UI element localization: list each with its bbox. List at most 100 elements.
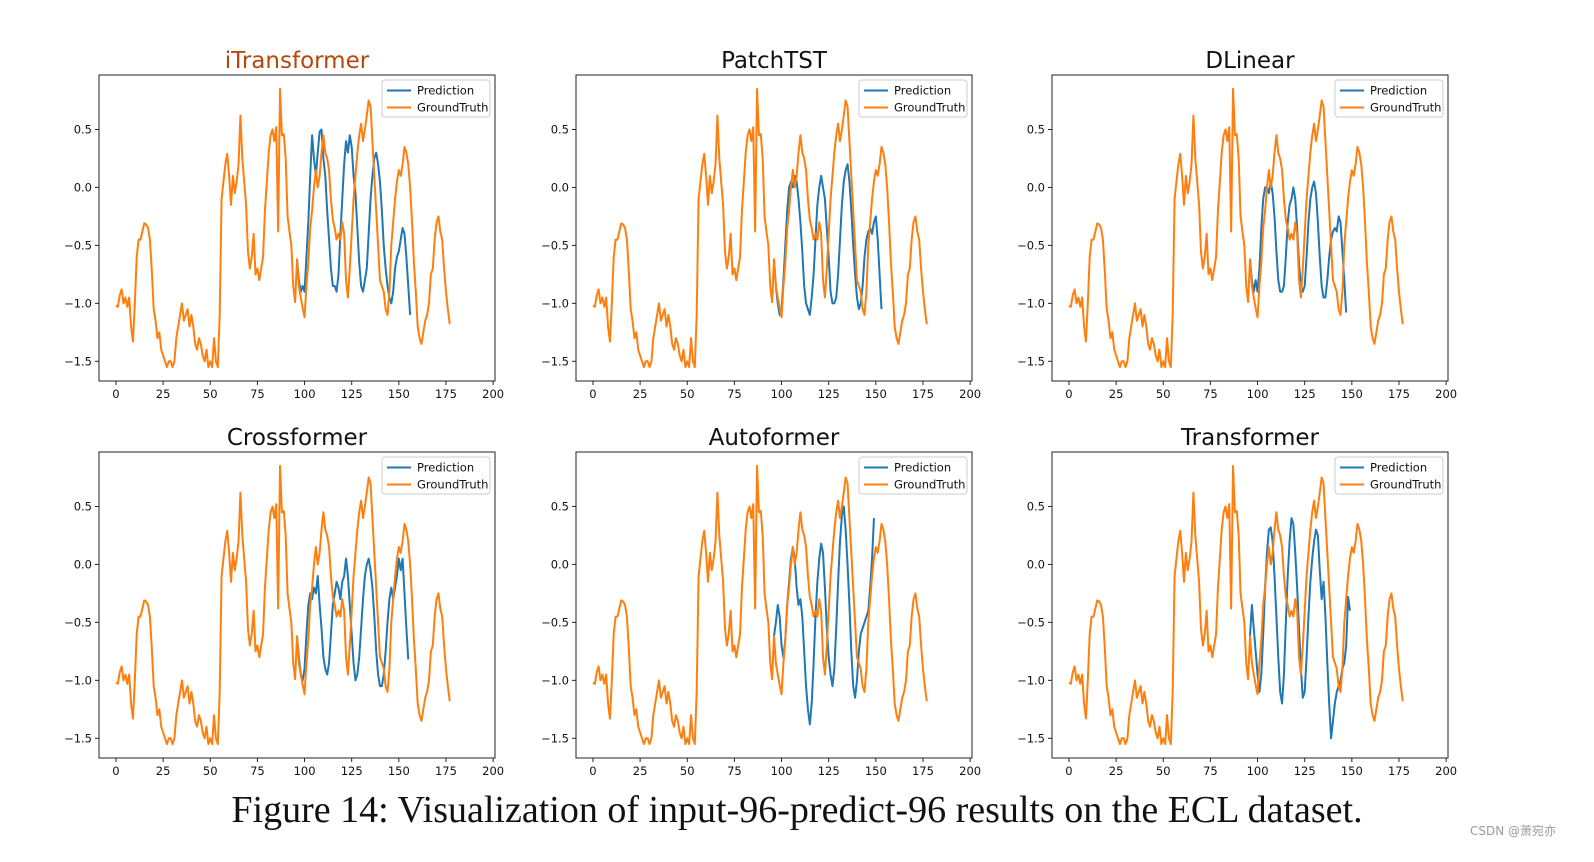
series-ground-truth [115,87,451,369]
legend-label-ground-truth: GroundTruth [1370,478,1441,492]
x-tick-label: 0 [589,764,596,778]
x-tick-label: 200 [482,387,504,401]
y-tick-label: −1.5 [541,354,569,368]
legend-label-prediction: Prediction [417,461,474,475]
axes-frame [1051,451,1449,759]
x-tick-label: 175 [1388,764,1410,778]
y-tick-label: 0.0 [1027,180,1045,194]
legend-label-ground-truth: GroundTruth [1370,101,1441,115]
x-tick-label: 100 [1247,387,1269,401]
x-tick-label: 50 [1156,387,1171,401]
axes-frame [98,451,496,759]
x-tick-label: 175 [435,387,457,401]
series-ground-truth [115,464,451,746]
x-tick-label: 175 [912,387,934,401]
x-tick-label: 0 [589,387,596,401]
y-tick-label: 0.0 [1027,557,1045,571]
x-tick-label: 100 [294,764,316,778]
legend-label-ground-truth: GroundTruth [894,101,965,115]
chart-title: iTransformer [225,48,370,74]
x-tick-label: 200 [1435,764,1457,778]
legend-label-ground-truth: GroundTruth [417,478,488,492]
x-tick-label: 150 [388,387,410,401]
x-tick-label: 125 [341,764,363,778]
chart-panel-1: iTransformer 0 25 50 75 100 125 150 175 200 0.5 0.0… [64,48,504,401]
y-tick-label: 0.5 [1027,122,1045,136]
x-tick-label: 75 [1203,387,1218,401]
y-tick-label: −0.5 [541,238,569,252]
y-tick-label: 0.5 [551,499,569,513]
x-tick-label: 200 [959,387,981,401]
x-tick-label: 100 [771,387,793,401]
x-tick-label: 50 [203,387,218,401]
y-tick-label: 0.5 [1027,499,1045,513]
x-tick-label: 125 [341,387,363,401]
axes-frame [575,451,973,759]
x-tick-label: 25 [1109,387,1124,401]
chart-title: Crossformer [227,425,368,451]
x-tick-label: 25 [633,764,648,778]
x-tick-label: 75 [727,387,742,401]
legend: Prediction GroundTruth [858,79,968,118]
chart-panel-5: Autoformer 0 25 50 75 100 125 150 175 200 0.5 0.0 −0… [541,425,981,778]
x-tick-label: 150 [1341,764,1363,778]
watermark: CSDN @萧宛亦 [1469,824,1556,838]
y-tick-label: −1.0 [1017,673,1045,687]
x-tick-label: 25 [633,387,648,401]
axes-frame [575,74,973,382]
x-tick-label: 50 [680,764,695,778]
x-tick-label: 150 [1341,387,1363,401]
x-tick-label: 0 [1065,387,1072,401]
y-tick-label: 0.5 [551,122,569,136]
legend: Prediction GroundTruth [1334,79,1444,118]
x-tick-label: 75 [250,764,265,778]
y-tick-label: −1.0 [64,673,92,687]
y-tick-label: 0.0 [74,180,92,194]
x-tick-label: 0 [112,764,119,778]
legend-label-prediction: Prediction [417,84,474,98]
y-tick-label: −1.0 [1017,296,1045,310]
x-tick-label: 25 [156,387,171,401]
x-tick-label: 75 [1203,764,1218,778]
chart-panel-6: Transformer 0 25 50 75 100 125 150 175 200 0.5 0.0 −… [1017,425,1457,778]
y-tick-label: −1.5 [64,354,92,368]
y-tick-label: 0.0 [551,557,569,571]
x-tick-label: 0 [112,387,119,401]
series-ground-truth [592,464,928,746]
x-tick-label: 100 [1247,764,1269,778]
x-tick-label: 150 [388,764,410,778]
x-tick-label: 50 [203,764,218,778]
y-tick-label: −1.0 [64,296,92,310]
x-tick-label: 125 [1294,387,1316,401]
y-tick-label: −0.5 [1017,238,1045,252]
x-tick-label: 75 [727,764,742,778]
legend-label-ground-truth: GroundTruth [894,478,965,492]
axes-frame [1051,74,1449,382]
x-tick-label: 200 [959,764,981,778]
y-tick-label: −1.0 [541,296,569,310]
legend: Prediction GroundTruth [858,456,968,495]
x-tick-label: 75 [250,387,265,401]
chart-panel-4: Crossformer 0 25 50 75 100 125 150 175 200 0.5 0.0 −… [64,425,504,778]
series-prediction [773,505,875,726]
x-tick-label: 25 [1109,764,1124,778]
y-tick-label: 0.5 [74,499,92,513]
legend-label-prediction: Prediction [894,84,951,98]
chart-title: PatchTST [721,48,828,74]
y-tick-label: −0.5 [64,615,92,629]
x-tick-label: 175 [912,764,934,778]
x-tick-label: 125 [818,764,840,778]
legend-label-prediction: Prediction [894,461,951,475]
y-tick-label: −1.5 [1017,731,1045,745]
legend-label-prediction: Prediction [1370,84,1427,98]
chart-title: Autoformer [709,425,840,451]
figure-caption: Figure 14: Visualization of input-96-pre… [231,789,1363,831]
chart-panel-3: DLinear 0 25 50 75 100 125 150 175 200 0.5 0.0 −0.5 −… [1017,48,1457,401]
x-tick-label: 150 [865,387,887,401]
series-prediction [1249,517,1351,740]
x-tick-label: 125 [818,387,840,401]
x-tick-label: 0 [1065,764,1072,778]
axes-frame [98,74,496,382]
x-tick-label: 200 [1435,387,1457,401]
